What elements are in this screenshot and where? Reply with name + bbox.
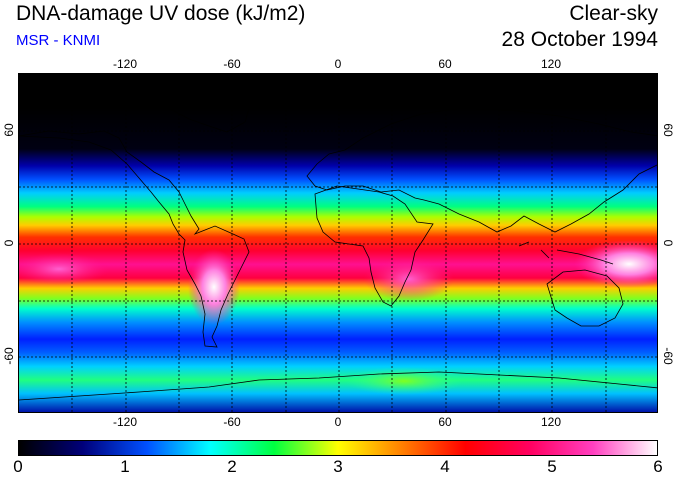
lon-tick-top: 120 [540, 57, 562, 71]
source-label: MSR - KNMI [16, 32, 101, 49]
colorbar-tick: 5 [547, 457, 557, 476]
islands-coastline [518, 241, 614, 265]
lon-tick-bottom: 0 [334, 415, 342, 429]
pacific-hotspot [574, 240, 657, 288]
lat-tick-right: 0 [661, 239, 675, 247]
coastlines [19, 91, 657, 401]
antarctica-coastline [19, 371, 657, 401]
sky-condition-label: Clear-sky [569, 2, 658, 25]
lat-tick-left: -60 [2, 347, 16, 365]
date-label: 28 October 1994 [501, 28, 658, 51]
americas-coastline [19, 130, 250, 348]
lon-tick-top: -60 [223, 57, 241, 71]
colorbar-tick: 2 [227, 457, 237, 476]
colorbar-tick: 3 [333, 457, 343, 476]
uv-dose-map-svg [19, 74, 657, 412]
lon-tick-bottom: -120 [112, 415, 138, 429]
colorbar-tick: 4 [440, 457, 450, 476]
lat-tick-left: 60 [2, 123, 16, 137]
africa-hotspot [364, 257, 454, 301]
lon-tick-top: 60 [438, 57, 452, 71]
australia-coastline [546, 269, 624, 327]
lon-tick-top: 0 [334, 57, 342, 71]
africa-coastline [314, 185, 434, 307]
colorbar-tick: 0 [13, 457, 23, 476]
eurasia-coastline [306, 107, 657, 233]
lat-tick-right: -60 [661, 347, 675, 365]
lon-tick-top: -120 [112, 57, 138, 71]
lat-tick-right: 60 [661, 123, 675, 137]
east-pacific-band [19, 253, 109, 285]
lat-tick-left: 0 [2, 239, 16, 247]
uv-dose-map [18, 73, 658, 413]
lon-tick-bottom: -60 [223, 415, 241, 429]
lon-tick-bottom: 60 [438, 415, 452, 429]
dose-field [19, 74, 657, 412]
lon-tick-bottom: 120 [540, 415, 562, 429]
colorbar-tick: 6 [653, 457, 663, 476]
map-title: DNA-damage UV dose (kJ/m2) [16, 2, 306, 25]
andes-hotspot [188, 249, 240, 325]
colorbar [18, 440, 658, 456]
greenland-coastline [159, 91, 252, 133]
colorbar-tick: 1 [120, 457, 130, 476]
